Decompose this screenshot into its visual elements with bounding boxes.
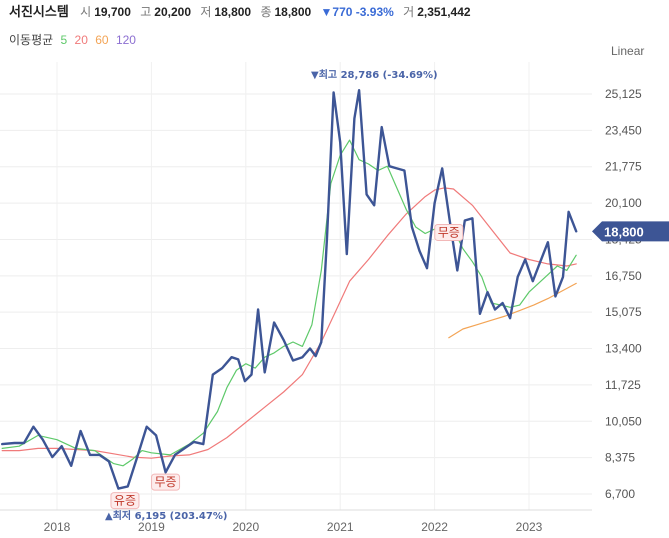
event-badge: 무증 (151, 473, 181, 491)
x-tick-label: 2018 (44, 520, 71, 534)
moving-average-label: 이동평균 (9, 33, 54, 47)
close-label: 종 (260, 5, 272, 19)
event-badge-box (110, 492, 140, 510)
ma-period-20: 20 (74, 33, 88, 47)
series-line-price (1, 89, 578, 490)
y-tick-label: 16,750 (605, 269, 642, 283)
event-badge-label: 무증 (438, 225, 460, 239)
event-badge-box (151, 473, 181, 491)
y-tick-label: 15,075 (605, 305, 642, 319)
event-badge-label: 유증 (114, 494, 136, 508)
series-line-ma20 (1, 187, 577, 459)
y-tick-label: 20,100 (605, 196, 642, 210)
y-tick-label: 6,700 (605, 487, 635, 501)
volume-label: 거 (403, 5, 415, 19)
open-label: 시 (80, 5, 92, 19)
y-tick-label: 11,725 (605, 378, 641, 392)
x-tick-label: 2019 (138, 520, 165, 534)
event-badge: 무증 (434, 223, 464, 241)
volume-value: 2,351,442 (417, 5, 471, 19)
current-price-marker: 18,800 (592, 221, 669, 242)
y-tick-label: 25,125 (605, 87, 642, 101)
moving-average-legend[interactable]: 이동평균 5 20 60 120 (9, 31, 140, 48)
y-tick-label: 21,775 (605, 160, 642, 174)
price-header: 서진시스템 시 19,700 고 20,200 저 18,800 종 18,800 ▼7… (9, 3, 477, 21)
y-tick-label: 10,050 (605, 414, 642, 428)
y-tick-label: 8,375 (605, 451, 635, 465)
open-value: 19,700 (94, 5, 131, 19)
high-annotation: ▼최고 28,786 (-34.69%) (311, 68, 438, 81)
current-price-label: 18,800 (604, 224, 644, 239)
event-badge-box (434, 223, 464, 241)
x-tick-label: 2022 (421, 520, 448, 534)
y-tick-label: 13,400 (605, 342, 642, 356)
close-value: 18,800 (274, 5, 312, 19)
y-tick-label: 23,450 (605, 123, 642, 137)
current-price-tag (592, 221, 669, 242)
ma-period-120: 120 (115, 33, 136, 47)
low-annotation: ▲최저 6,195 (203.47%) (105, 509, 227, 522)
low-value: 18,800 (214, 5, 252, 19)
change-value: ▼770 -3.93% (320, 5, 394, 19)
ma-period-60: 60 (95, 33, 109, 47)
x-tick-label: 2023 (516, 520, 543, 534)
ma-period-5: 5 (60, 33, 68, 47)
low-label: 저 (200, 5, 212, 19)
x-tick-label: 2021 (327, 520, 354, 534)
high-label: 고 (140, 5, 152, 19)
scale-toggle-button[interactable]: Linear (611, 44, 645, 58)
stock-name: 서진시스템 (9, 4, 69, 19)
x-tick-label: 2020 (232, 520, 259, 534)
event-badge: 유증 (110, 492, 140, 510)
series-line-ma5 (1, 139, 577, 467)
event-badge-label: 무증 (155, 475, 177, 489)
high-value: 20,200 (154, 5, 191, 19)
